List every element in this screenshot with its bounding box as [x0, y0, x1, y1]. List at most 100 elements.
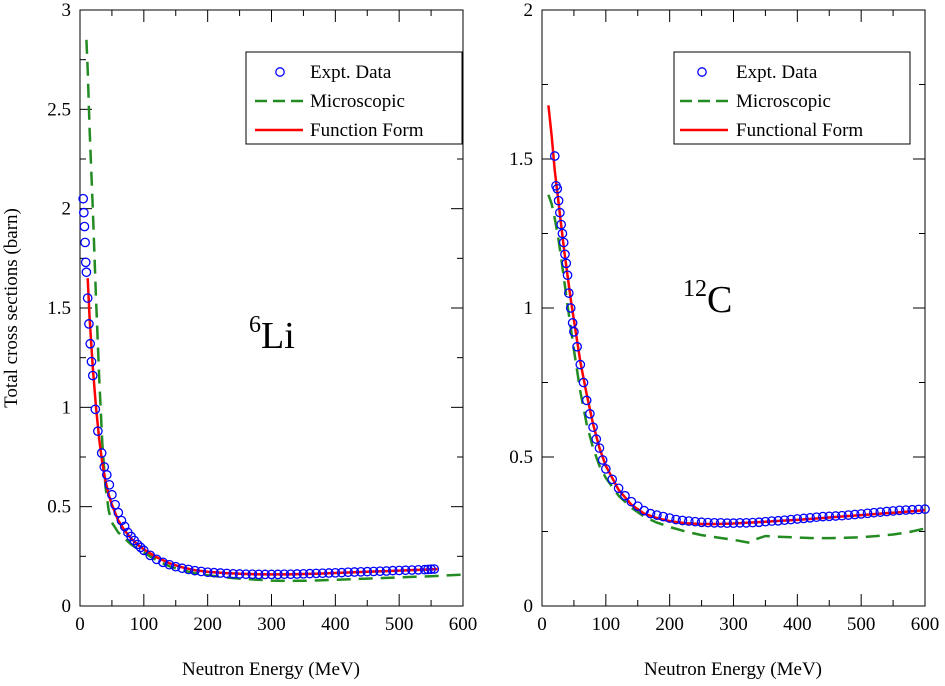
series-line-microscopic	[85, 39, 464, 583]
x-tick-label: 100	[592, 614, 621, 635]
data-point	[81, 267, 92, 278]
data-point	[368, 566, 379, 577]
data-point	[786, 514, 796, 525]
y-tick-label: 0.5	[47, 497, 71, 518]
data-point	[581, 395, 592, 406]
data-point	[96, 448, 107, 458]
data-point	[677, 515, 688, 526]
data-point	[151, 554, 162, 565]
legend-entry-microscopic: Microscopic	[680, 91, 831, 112]
data-point	[553, 195, 564, 206]
series-line-microscopic	[547, 194, 926, 545]
data-point	[652, 510, 662, 520]
x-tick-label: 0	[537, 614, 547, 635]
data-point	[715, 518, 726, 528]
data-point	[555, 207, 565, 218]
data-point	[330, 567, 341, 578]
data-point	[292, 569, 302, 579]
data-point	[613, 483, 624, 494]
data-point	[158, 557, 168, 568]
data-point	[709, 518, 720, 528]
data-point	[792, 514, 803, 524]
data-point	[279, 569, 290, 580]
data-point	[260, 569, 270, 580]
data-point	[754, 517, 764, 528]
data-point	[869, 507, 879, 518]
data-point	[664, 513, 675, 523]
data-point	[632, 501, 643, 512]
data-point	[273, 569, 283, 580]
legend-label: Microscopic	[310, 91, 405, 112]
data-point	[569, 326, 579, 337]
x-tick-label: 200	[193, 614, 222, 635]
data-point	[78, 207, 89, 218]
data-point	[585, 408, 595, 419]
data-point	[87, 370, 98, 381]
data-point	[575, 359, 586, 370]
data-point	[572, 341, 582, 352]
panel-carbon-12: 0 100 200 300 400 500 600 0 0.5 1 1.5 2 Neutron En…	[509, 0, 939, 680]
annotation-element: C	[707, 279, 732, 321]
data-point	[565, 303, 576, 313]
y-tick-label: 2	[524, 0, 534, 21]
data-point	[177, 563, 187, 574]
data-point	[881, 506, 892, 517]
data-point	[285, 569, 296, 580]
legend-label: Expt. Data	[310, 62, 392, 83]
x-tick-label: 0	[75, 614, 85, 635]
annotation-element: Li	[261, 315, 295, 357]
data-point	[419, 564, 430, 575]
data-point	[557, 228, 568, 239]
data-point	[588, 422, 598, 433]
data-point	[78, 193, 89, 204]
data-point	[607, 474, 618, 485]
data-point	[362, 566, 373, 577]
y-tick-label: 0	[62, 596, 72, 617]
data-point	[626, 496, 637, 507]
x-tick-label: 400	[321, 614, 350, 635]
data-point	[138, 545, 149, 556]
legend-entry-expt-data: Expt. Data	[697, 62, 818, 83]
data-point	[567, 318, 578, 328]
series-expt-data	[78, 193, 440, 580]
y-tick-label: 1	[62, 397, 72, 418]
data-point	[696, 517, 707, 528]
data-point	[241, 569, 251, 580]
annotation-carbon-12: 12C	[683, 276, 732, 321]
data-point	[760, 516, 771, 527]
data-point	[190, 565, 200, 576]
data-point	[423, 564, 433, 575]
data-point	[349, 567, 360, 577]
data-point	[600, 464, 611, 474]
data-point	[311, 568, 322, 579]
data-point	[894, 505, 905, 516]
data-point	[82, 293, 93, 303]
data-point	[563, 288, 574, 298]
data-point	[317, 568, 328, 579]
data-point	[196, 566, 207, 577]
data-point	[862, 508, 873, 519]
data-point	[735, 518, 745, 528]
data-point	[85, 338, 96, 349]
data-point	[837, 510, 847, 521]
data-point	[690, 516, 701, 527]
data-point	[811, 512, 822, 523]
data-point	[90, 404, 101, 415]
data-point	[183, 564, 194, 575]
x-axis-label: Neutron Energy (MeV)	[644, 659, 822, 680]
x-tick-label: 200	[655, 614, 684, 635]
data-point	[119, 521, 130, 532]
annotation-mass-number: 12	[683, 276, 707, 302]
data-point	[591, 434, 602, 444]
x-axis-label: Neutron Energy (MeV)	[182, 659, 360, 680]
data-point	[594, 443, 605, 453]
legend-marker-circle	[275, 67, 285, 77]
annotation-lithium-6: 6Li	[249, 312, 295, 357]
data-point	[426, 564, 436, 575]
x-tick-labels: 0 100 200 300 400 500 600	[75, 614, 477, 635]
data-point	[101, 470, 112, 480]
data-point	[888, 506, 898, 516]
data-point	[620, 490, 630, 501]
legend-label: Expt. Data	[736, 62, 818, 83]
